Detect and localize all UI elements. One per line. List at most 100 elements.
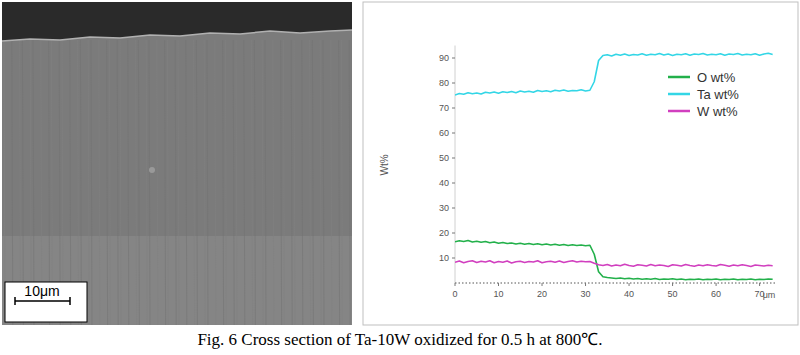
- y-tick: [452, 133, 455, 134]
- sem-streak: [157, 40, 158, 325]
- sem-streak: [281, 40, 282, 325]
- legend-label: O wt%: [697, 70, 736, 85]
- y-tick-label: 30: [439, 203, 449, 213]
- x-tick: [759, 283, 760, 286]
- sem-streak: [204, 40, 205, 325]
- y-tick: [452, 183, 455, 184]
- x-tick-label: 60: [711, 289, 721, 299]
- sem-streak: [109, 40, 110, 325]
- sem-streak: [291, 40, 292, 325]
- sem-streak: [244, 40, 245, 325]
- y-tick-label: 90: [439, 53, 449, 63]
- x-tick-label: 40: [624, 289, 634, 299]
- x-tick: [585, 283, 586, 286]
- x-tick-label: 0: [452, 289, 457, 299]
- sem-streak: [331, 40, 332, 325]
- sem-streak: [194, 40, 195, 325]
- sem-oxide-top: [2, 2, 352, 41]
- legend-label: Ta wt%: [697, 87, 739, 102]
- sem-streak: [265, 40, 266, 325]
- sem-streak: [91, 40, 92, 325]
- x-axis-label: μm: [763, 290, 776, 300]
- sem-streak: [302, 40, 303, 325]
- sem-streak: [196, 40, 197, 325]
- sem-streak: [349, 40, 350, 325]
- sem-streak: [233, 40, 234, 325]
- sem-streak: [223, 40, 224, 325]
- y-tick-label: 20: [439, 228, 449, 238]
- sem-background: [2, 2, 352, 325]
- y-tick: [452, 83, 455, 84]
- sem-streak: [107, 40, 108, 325]
- sem-streak: [294, 40, 295, 325]
- sem-particle: [149, 167, 155, 173]
- sem-streak: [236, 40, 237, 325]
- legend-swatch: [668, 93, 690, 96]
- figure: 10μm010203040506070102030405060708090μmW…: [0, 0, 800, 355]
- x-tick-label: 10: [494, 289, 504, 299]
- x-tick: [498, 283, 499, 286]
- sem-streak: [273, 40, 274, 325]
- sem-streak: [146, 40, 147, 325]
- axes: 010203040506070102030405060708090μmWt%: [379, 46, 777, 301]
- scale-bar-label: 10μm: [24, 283, 59, 299]
- plot-area: [455, 53, 773, 280]
- sem-streak: [339, 40, 340, 325]
- x-axis-line: [455, 283, 777, 284]
- sem-lower-band: [2, 236, 352, 325]
- x-tick: [629, 283, 630, 286]
- y-tick: [452, 258, 455, 259]
- x-tick: [716, 283, 717, 286]
- sem-streak: [254, 40, 255, 325]
- y-tick-label: 10: [439, 253, 449, 263]
- sem-streak: [262, 40, 263, 325]
- series-line: [455, 261, 773, 267]
- x-tick-label: 50: [668, 289, 678, 299]
- sem-streak: [128, 40, 129, 325]
- y-tick-label: 50: [439, 153, 449, 163]
- sem-interface: [2, 30, 352, 41]
- y-tick: [452, 233, 455, 234]
- y-axis-label: Wt%: [379, 154, 390, 175]
- sem-streak: [283, 40, 284, 325]
- sem-streak: [117, 40, 118, 325]
- sem-streak: [225, 40, 226, 325]
- chart-panel: [363, 2, 798, 325]
- sem-streak: [207, 40, 208, 325]
- scale-bar-box: [5, 282, 87, 322]
- caption: Fig. 6 Cross section of Ta-10W oxidized …: [197, 330, 602, 349]
- sem-streak: [149, 40, 150, 325]
- y-tick-label: 70: [439, 103, 449, 113]
- sem-streak: [186, 40, 187, 325]
- series-line: [455, 241, 773, 280]
- sem-streak: [341, 40, 342, 325]
- y-tick-label: 40: [439, 178, 449, 188]
- x-tick: [542, 283, 543, 286]
- x-tick: [672, 283, 673, 286]
- x-tick-label: 20: [537, 289, 547, 299]
- sem-streak: [136, 40, 137, 325]
- y-axis-line: [455, 46, 456, 284]
- legend-swatch: [668, 110, 690, 113]
- sem-streak: [178, 40, 179, 325]
- sem-streak: [312, 40, 313, 325]
- sem-streak: [120, 40, 121, 325]
- y-tick: [452, 58, 455, 59]
- sem-streak: [88, 40, 89, 325]
- x-tick: [455, 283, 456, 286]
- y-tick-label: 80: [439, 78, 449, 88]
- sem-streak: [320, 40, 321, 325]
- y-tick: [452, 208, 455, 209]
- micrograph: 10μm: [2, 2, 352, 325]
- sem-streak: [323, 40, 324, 325]
- sem-streak: [215, 40, 216, 325]
- y-tick: [452, 108, 455, 109]
- sem-streak: [138, 40, 139, 325]
- legend-swatch: [668, 76, 690, 79]
- sem-streak: [99, 40, 100, 325]
- sem-streak: [310, 40, 311, 325]
- y-tick-label: 60: [439, 128, 449, 138]
- sem-streak: [167, 40, 168, 325]
- y-tick: [452, 158, 455, 159]
- x-tick-label: 30: [581, 289, 591, 299]
